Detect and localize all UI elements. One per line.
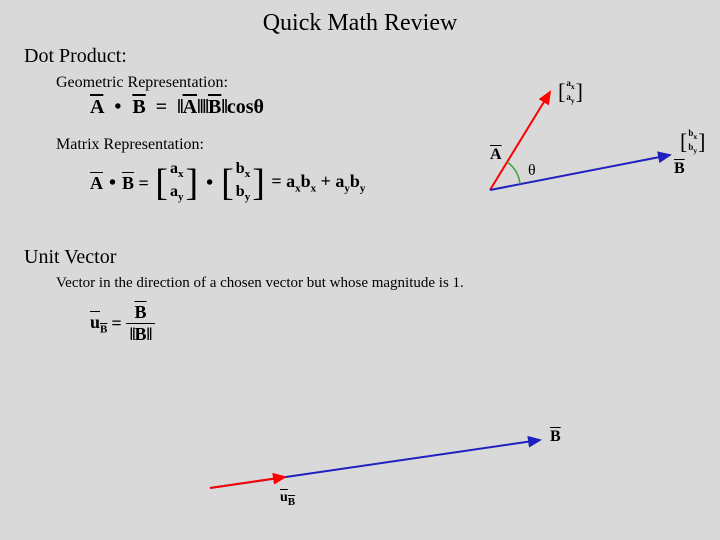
dot-op: • <box>114 96 121 118</box>
uv-diagram-u-label: uB <box>280 490 295 508</box>
diagram-theta: θ <box>528 162 536 180</box>
mf-A: A <box>90 173 103 194</box>
section-dot-product-heading: Dot Product: <box>0 45 720 68</box>
var-B: B <box>132 96 145 118</box>
normB: B <box>208 96 221 118</box>
cos: cos <box>227 96 254 118</box>
normA: A <box>183 96 197 118</box>
mf-dot: • <box>109 172 116 195</box>
page-title: Quick Math Review <box>0 0 720 37</box>
diagram-B-label: B <box>674 160 685 178</box>
uv-fraction: B ‖B‖ <box>126 302 156 345</box>
unit-vector-formula: uB = B ‖B‖ <box>90 302 720 345</box>
diagram-b-components: [bxby] <box>680 128 705 156</box>
unit-vector-text: Vector in the direction of a chosen vect… <box>0 275 720 292</box>
unit-vector-diagram <box>200 430 560 500</box>
diagram-a-components: [axay] <box>558 78 583 106</box>
mf-B: B <box>122 173 134 194</box>
mf-eq: = <box>139 173 149 194</box>
mf-dot2: • <box>206 172 213 195</box>
mf-mat-a: [ ax ay ] <box>155 160 198 206</box>
var-A: A <box>90 96 103 118</box>
uv-eq: = <box>111 313 121 334</box>
mf-mat-b: [ bx by ] <box>221 160 265 206</box>
mf-rhs: = axbx + ayby <box>271 171 365 195</box>
section-unit-vector-heading: Unit Vector <box>0 246 720 269</box>
eq: = <box>156 96 167 118</box>
uv-diagram-B-label: B <box>550 428 561 446</box>
diagram-A-label: A <box>490 146 502 164</box>
theta: θ <box>254 96 264 118</box>
